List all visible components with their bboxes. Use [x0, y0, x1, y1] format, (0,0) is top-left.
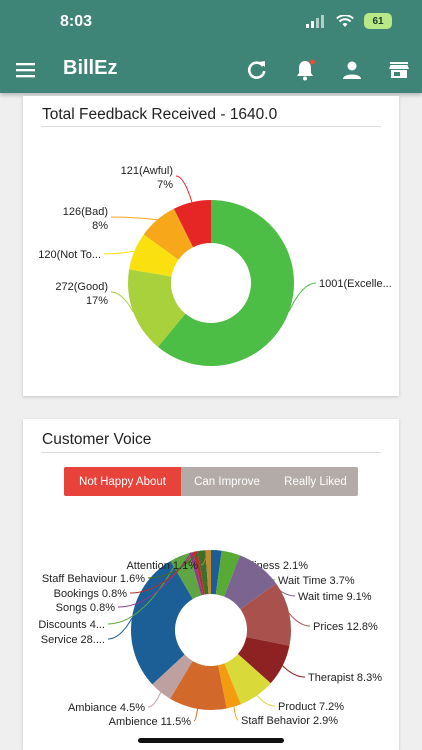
leader-line: [175, 175, 193, 203]
tab-not-happy-about[interactable]: Not Happy About: [64, 467, 181, 496]
slice-percent: 7%: [157, 179, 173, 191]
donut-slice-attention: [205, 550, 211, 595]
leader-line: [233, 706, 239, 721]
donut-slice-not-to-: [129, 234, 179, 277]
leader-line: [107, 618, 133, 640]
donut-slice-songs: [189, 551, 204, 596]
donut-slice-therapist: [237, 637, 290, 684]
slice-label: Ambiance 4.5%: [68, 702, 145, 714]
customer-voice-title: Customer Voice: [42, 431, 152, 448]
donut-slice-staff-behavior: [218, 663, 241, 709]
donut-slice-discounts: [170, 552, 202, 599]
total-feedback-card: Total Feedback Received - 1640.0 1001(Ex…: [23, 96, 399, 396]
app-bar: 8:03 61 BillEz: [0, 0, 422, 93]
menu-icon[interactable]: [14, 58, 38, 82]
donut-slice-bookings: [193, 551, 205, 595]
donut-slice-prices: [240, 583, 291, 646]
leader-line: [147, 550, 202, 579]
slice-label: Staff Behavior 2.9%: [241, 715, 338, 727]
slice-label: 126(Bad): [63, 206, 108, 218]
card-divider: [41, 126, 381, 127]
slice-percent: 17%: [86, 295, 108, 307]
donut-slice-wait-time: [215, 550, 240, 597]
feedback-donut-chart: 1001(Excelle... 272(Good) 17% 120(Not To...…: [38, 165, 392, 366]
customer-voice-card: Customer Voice Not Happy About Can Impro…: [23, 419, 399, 750]
leader-line: [200, 549, 209, 566]
slice-label: 1001(Excelle...: [319, 278, 392, 290]
wifi-icon: [336, 14, 354, 27]
donut-slice-ambiance: [152, 654, 193, 699]
donut-slice-ambience: [170, 660, 227, 710]
battery-indicator: 61: [364, 13, 392, 29]
slice-label: Wait time 9.1%: [298, 591, 372, 603]
donut-slice-cleanliness: [211, 550, 222, 595]
donut-slice-good: [127, 269, 186, 347]
tab-can-improve[interactable]: Can Improve: [194, 475, 260, 488]
leader-line: [288, 282, 317, 312]
slice-label: Attention 1.1%: [126, 560, 198, 572]
leader-line: [288, 612, 311, 627]
signal-icon: [306, 14, 324, 28]
status-time: 8:03: [60, 13, 93, 30]
leader-line: [129, 551, 196, 594]
tab-really-liked[interactable]: Really Liked: [284, 475, 347, 488]
leader-line: [256, 695, 276, 707]
leader-line: [110, 216, 158, 221]
donut-slice-excellent: [157, 200, 294, 366]
status-icons: 61: [306, 13, 392, 29]
slice-label: Service 28....: [41, 634, 105, 646]
leader-line: [117, 552, 192, 608]
home-indicator: [138, 738, 284, 743]
card-divider: [41, 452, 381, 453]
donut-slice-product: [224, 653, 271, 705]
leader-line: [103, 250, 135, 255]
total-feedback-title: Total Feedback Received - 1640.0: [42, 106, 278, 123]
donut-slice-staff-behaviour: [197, 550, 209, 595]
leader-line: [110, 291, 134, 313]
donut-slice-bad: [143, 208, 194, 260]
leader-line: [215, 550, 221, 566]
notification-bell-icon[interactable]: [293, 58, 317, 82]
donut-slice-wait-time: [224, 555, 277, 610]
customer-voice-donut-chart: Cleanliness 2.1%Wait Time 3.7%Wait time …: [38, 549, 382, 728]
slice-label: Product 7.2%: [278, 701, 344, 713]
donut-slice-awful: [173, 200, 211, 248]
slice-label: Discounts 4...: [38, 619, 105, 631]
leader-line: [147, 692, 162, 708]
slice-label: 120(Not To...: [38, 249, 101, 261]
slice-label: Bookings 0.8%: [54, 588, 128, 600]
voice-tab-group: Not Happy About Can Improve Really Liked: [64, 467, 358, 496]
slice-label: 121(Awful): [121, 165, 173, 177]
profile-icon[interactable]: [340, 58, 364, 82]
slice-label: Prices 12.8%: [313, 621, 378, 633]
slice-label: Ambience 11.5%: [109, 716, 192, 728]
leader-line: [282, 665, 306, 678]
slice-label: Staff Behaviour 1.6%: [42, 573, 145, 585]
app-title: BillEz: [63, 57, 118, 79]
donut-slice-service: [131, 560, 193, 685]
store-icon[interactable]: [387, 58, 411, 82]
slice-label: Songs 0.8%: [56, 602, 116, 614]
slice-label: Therapist 8.3%: [308, 672, 382, 684]
leader-line: [107, 556, 181, 625]
leader-line: [193, 708, 199, 722]
slice-label: 272(Good): [55, 281, 108, 293]
slice-percent: 8%: [92, 220, 108, 232]
slice-label: Wait Time 3.7%: [278, 575, 355, 587]
refresh-icon[interactable]: [245, 58, 269, 82]
